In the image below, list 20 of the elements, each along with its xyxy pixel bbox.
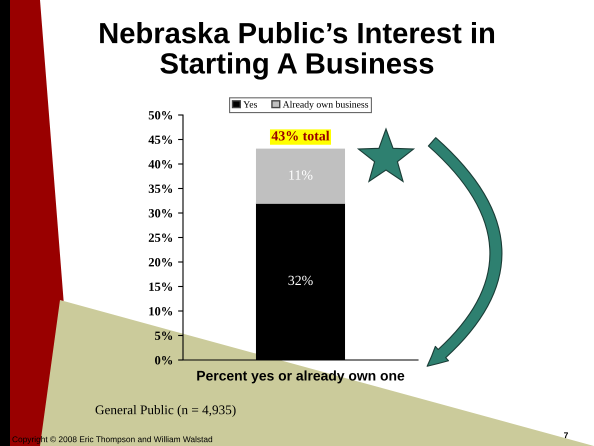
total-label: 43% total [272, 130, 330, 141]
data-label: 11% [289, 170, 312, 180]
data-label: 32% [288, 276, 313, 286]
legend-label: Yes [243, 101, 257, 108]
y-tick-label: 15% [149, 282, 172, 291]
y-tick-label: 40% [148, 160, 172, 168]
y-tick-label: 10% [149, 307, 172, 316]
y-tick-label: 35% [148, 184, 172, 193]
y-tick-label: 20% [148, 258, 172, 266]
y-tick-label: 45% [148, 136, 172, 144]
x-axis-title: Percent yes or already own one [197, 370, 404, 384]
text: 7 [564, 432, 568, 438]
y-tick-label: 0% [155, 356, 172, 364]
y-tick-label: 5% [155, 332, 172, 340]
chart-title: Nebraska Public’s Interest in Starting A Business [100, 22, 494, 80]
text: General Public (n = 4,935) [96, 405, 236, 417]
y-tick-label: 50% [148, 111, 172, 120]
legend-label: Already own business [282, 100, 368, 110]
y-tick-label: 30% [148, 209, 172, 218]
y-tick-label: 25% [148, 234, 172, 242]
